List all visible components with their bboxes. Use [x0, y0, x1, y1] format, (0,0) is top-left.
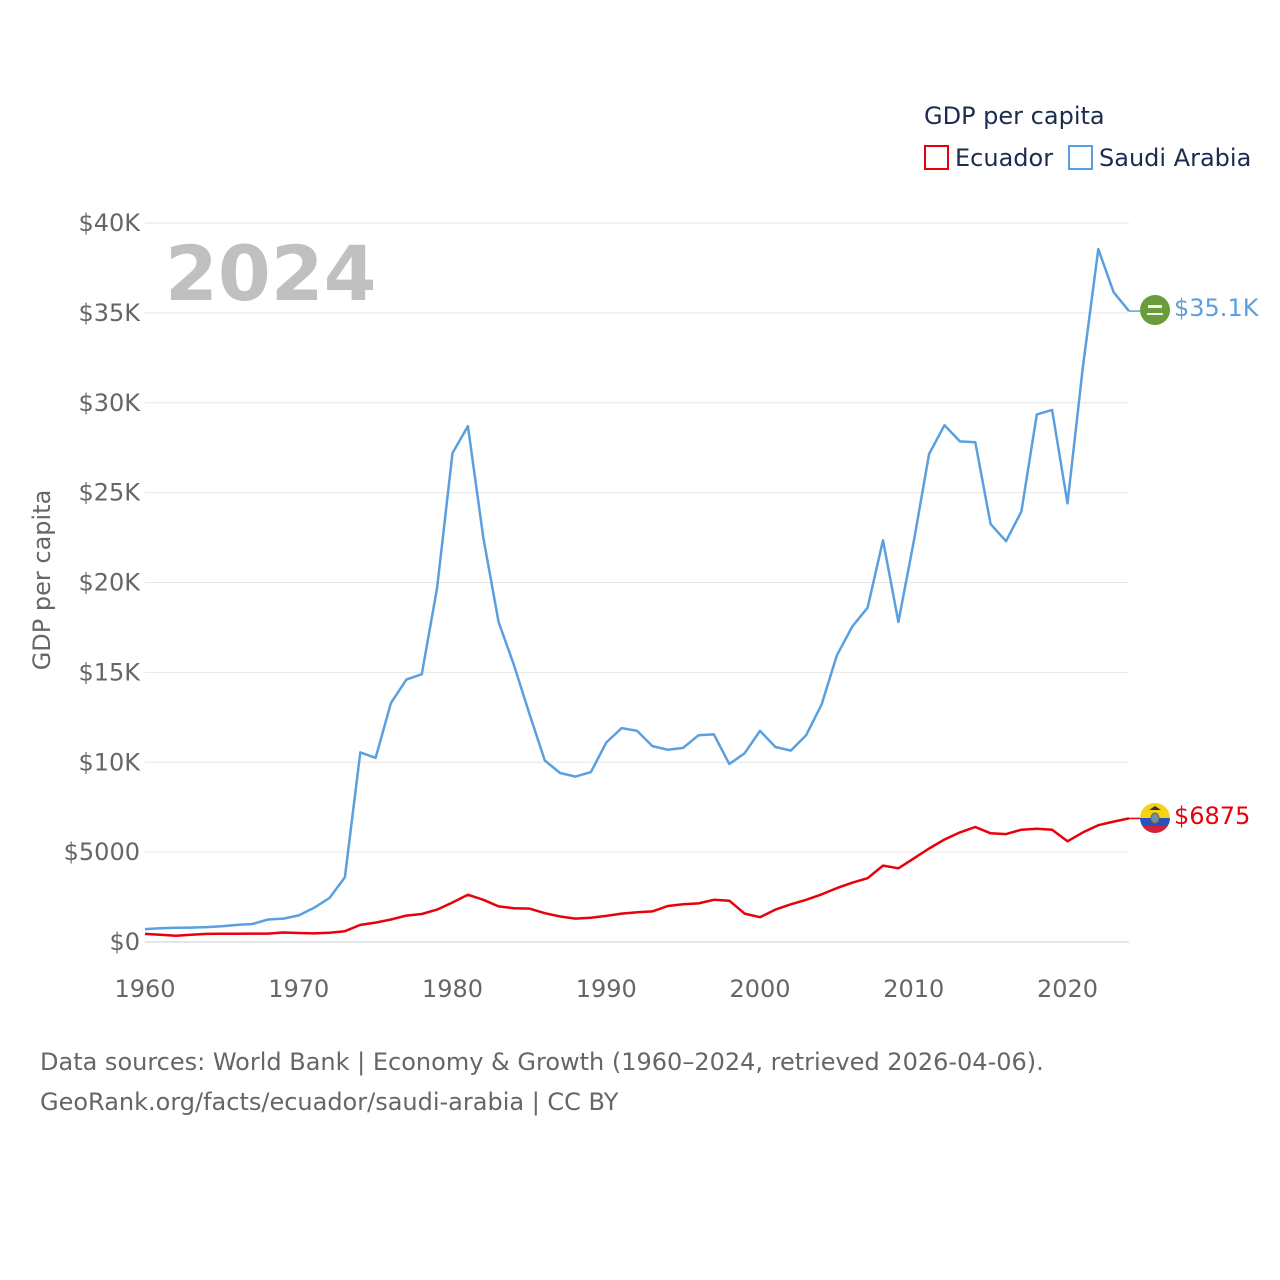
legend-label-saudi-arabia: Saudi Arabia — [1099, 144, 1251, 172]
legend: GDP per capita Ecuador Saudi Arabia — [924, 102, 1251, 172]
x-tick-label: 2000 — [729, 975, 790, 1003]
y-tick-label: $30K — [78, 389, 141, 417]
y-tick-label: $40K — [78, 209, 141, 237]
x-tick-label: 1980 — [422, 975, 483, 1003]
grid — [145, 222, 1129, 943]
source-line-1: Data sources: World Bank | Economy & Gro… — [40, 1048, 1044, 1076]
legend-item-ecuador[interactable]: Ecuador — [924, 144, 1053, 172]
saudi-arabia-end-label: $35.1K — [1174, 294, 1260, 322]
legend-label-ecuador: Ecuador — [955, 144, 1053, 172]
y-tick-label: $35K — [78, 299, 141, 327]
source-note: Data sources: World Bank | Economy & Gro… — [40, 1042, 1044, 1122]
ecuador-flag-icon — [1140, 803, 1170, 833]
y-tick-label: $15K — [78, 658, 141, 686]
legend-swatch-ecuador — [924, 145, 949, 170]
y-tick-label: $0 — [109, 928, 140, 956]
y-tick-label: $10K — [78, 748, 141, 776]
ecuador-end-label: $6875 — [1174, 802, 1250, 830]
series-line-ecuador[interactable] — [144, 817, 1130, 937]
y-tick-label: $5000 — [64, 838, 140, 866]
saudi-arabia-flag-icon — [1140, 295, 1170, 325]
current-year-label: 2024 — [165, 229, 377, 318]
x-tick-label: 2020 — [1037, 975, 1098, 1003]
series-line-saudi-arabia[interactable] — [144, 247, 1130, 931]
source-line-2[interactable]: GeoRank.org/facts/ecuador/saudi-arabia |… — [40, 1088, 619, 1116]
x-tick-label: 2010 — [883, 975, 944, 1003]
y-tick-label: $25K — [78, 479, 141, 507]
y-tick-label: $20K — [78, 569, 141, 597]
y-axis-label: GDP per capita — [28, 490, 56, 671]
series — [144, 247, 1140, 937]
x-tick-label: 1970 — [268, 975, 329, 1003]
x-tick-label: 1990 — [576, 975, 637, 1003]
x-axis: 1960 1970 1980 1990 2000 2010 2020 — [114, 975, 1098, 1003]
legend-swatch-saudi-arabia — [1068, 145, 1093, 170]
legend-item-saudi-arabia[interactable]: Saudi Arabia — [1068, 144, 1251, 172]
y-axis: $0 $5000 $10K $15K $20K $25K $30K $35K $40K — [64, 209, 142, 956]
legend-title: GDP per capita — [924, 102, 1105, 130]
x-tick-label: 1960 — [114, 975, 175, 1003]
